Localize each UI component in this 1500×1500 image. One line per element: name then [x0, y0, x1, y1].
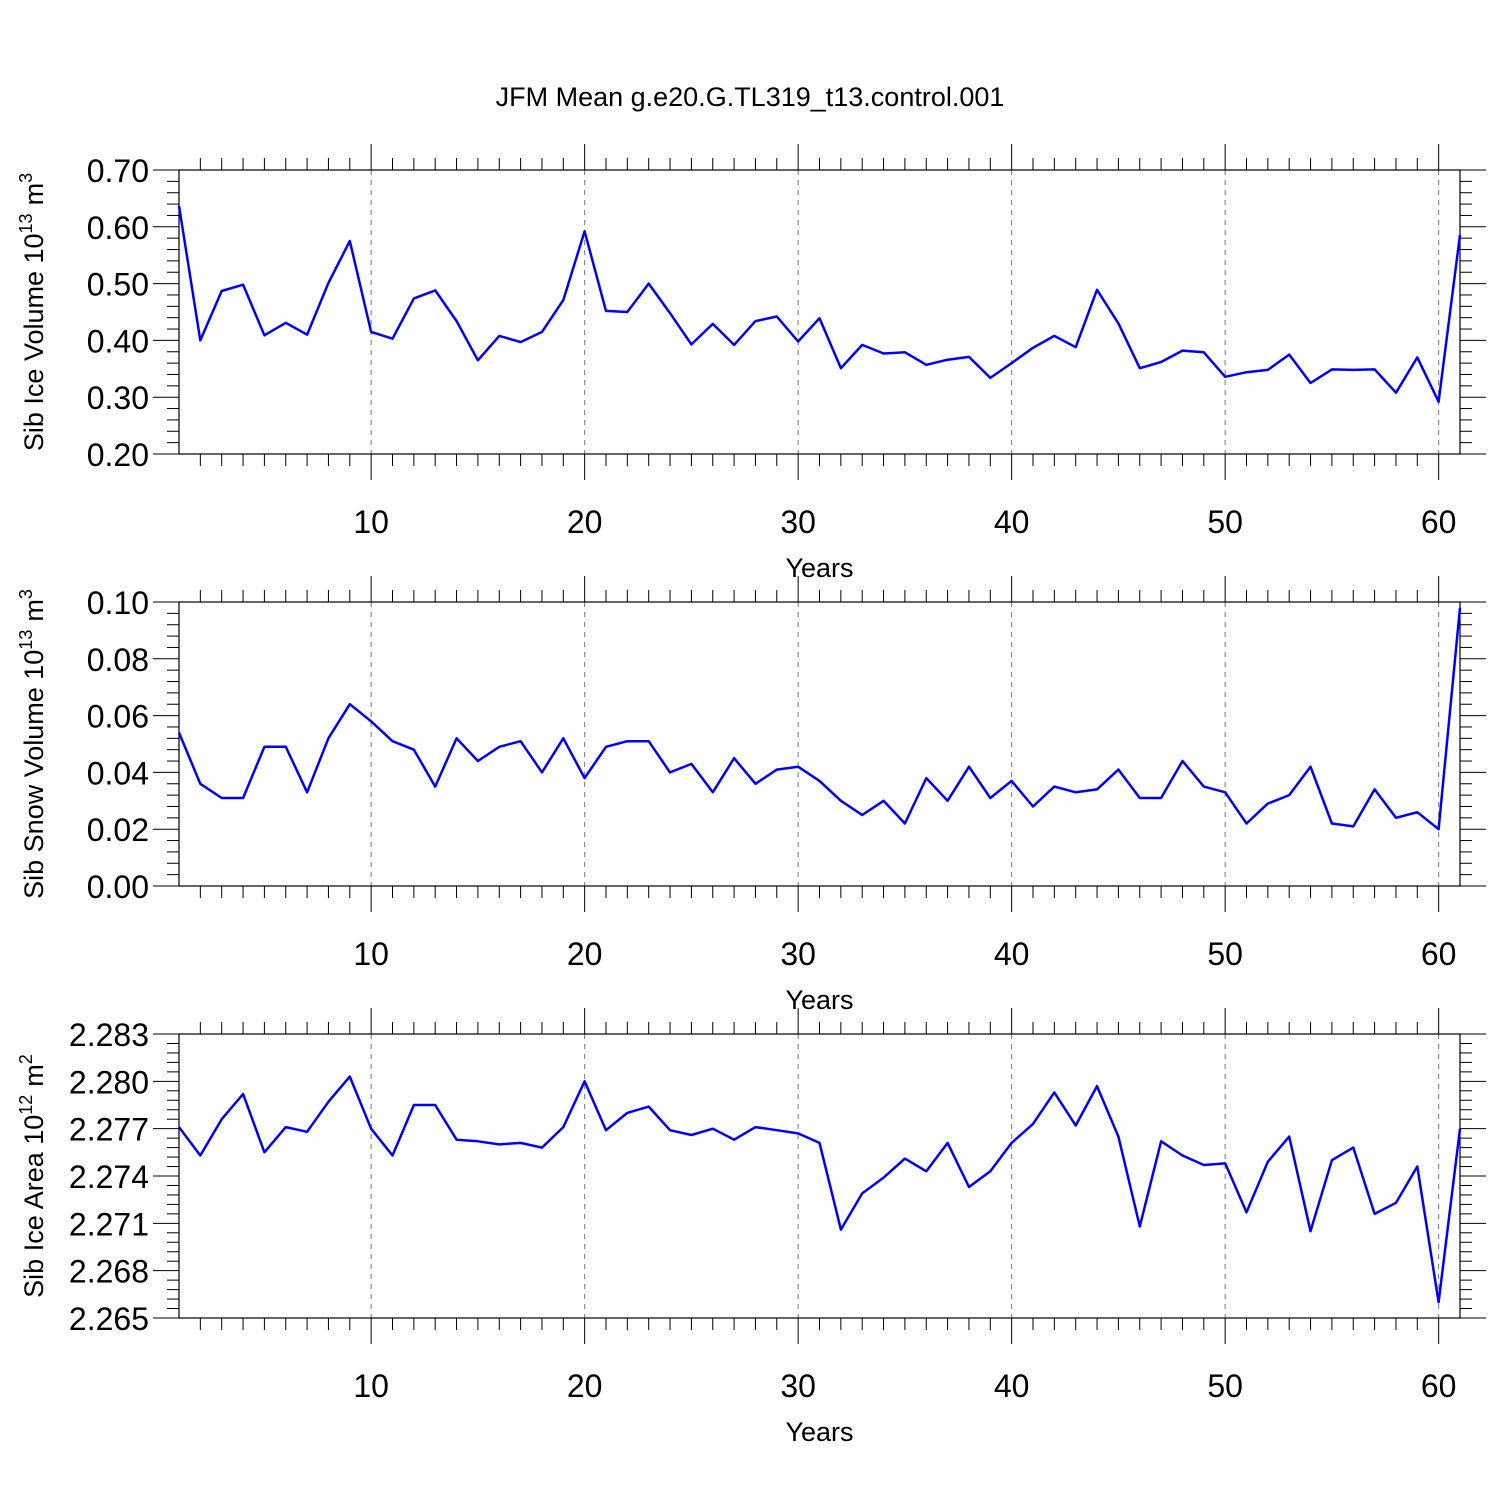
x-axis-title: Years: [785, 985, 853, 1015]
series-line: [177, 205, 1462, 403]
y-tick-label: 0.70: [87, 153, 149, 189]
plot-frame: [178, 601, 1461, 887]
y-axis-title-unit: m: [19, 599, 49, 622]
y-axis-title-unit-exponent: 2: [16, 1054, 36, 1064]
figure-title: JFM Mean g.e20.G.TL319_t13.control.001: [496, 82, 1005, 112]
y-tick-label: 0.06: [87, 699, 149, 735]
x-tick-label: 20: [567, 1368, 603, 1404]
series-line: [177, 607, 1462, 831]
y-tick-label: 2.271: [69, 1206, 149, 1242]
x-tick-label: 50: [1207, 1368, 1243, 1404]
series-line: [177, 1075, 1462, 1304]
x-tick-label: 20: [567, 936, 603, 972]
y-axis-title: Sib Ice Area 1012 m2: [16, 1054, 49, 1298]
y-tick-label: 0.20: [87, 437, 149, 473]
y-tick-label: 2.265: [69, 1301, 149, 1337]
x-axis-title: Years: [785, 553, 853, 583]
y-tick-label: 0.04: [87, 755, 149, 791]
y-tick-label: 2.268: [69, 1254, 149, 1290]
x-tick-label: 50: [1207, 504, 1243, 540]
y-tick-label: 2.283: [69, 1017, 149, 1053]
x-tick-label: 10: [353, 1368, 389, 1404]
x-tick-label: 10: [353, 504, 389, 540]
x-tick-label: 40: [994, 1368, 1030, 1404]
y-tick-label: 0.02: [87, 812, 149, 848]
y-tick-label: 0.40: [87, 323, 149, 359]
x-tick-label: 60: [1421, 936, 1457, 972]
x-tick-label: 60: [1421, 1368, 1457, 1404]
y-axis-title: Sib Snow Volume 1013 m3: [16, 589, 49, 899]
y-tick-label: 0.00: [87, 869, 149, 905]
y-axis-title-text: Sib Ice Area 10: [19, 1115, 49, 1298]
chart-panel-3: 10 20 30 40 50 60 2.265 2.268 2.271 2.274 2.277 2.2…: [16, 1008, 1486, 1447]
y-tick-label: 2.274: [69, 1159, 149, 1195]
chart-panel-1: 10 20 30 40 50 60 0.20 0.30 0.40 0.50 0.60 0.70 Year…: [16, 144, 1486, 583]
y-tick-label: 0.30: [87, 380, 149, 416]
y-axis-title-text: Sib Ice Volume 10: [19, 233, 49, 451]
y-tick-label: 0.60: [87, 210, 149, 246]
y-axis-title-unit-exponent: 3: [16, 589, 36, 599]
chart-panel-2: 10 20 30 40 50 60 0.00 0.02 0.04 0.06 0.08 0.10 Year…: [16, 576, 1486, 1015]
y-axis-title-unit: m: [19, 183, 49, 206]
x-axis-title: Years: [785, 1417, 853, 1447]
x-tick-label: 60: [1421, 504, 1457, 540]
y-axis-title-exponent: 12: [16, 1095, 36, 1115]
x-tick-label: 20: [567, 504, 603, 540]
y-tick-label: 2.277: [69, 1112, 149, 1148]
x-tick-label: 40: [994, 504, 1030, 540]
y-tick-label: 2.280: [69, 1064, 149, 1100]
x-tick-label: 30: [780, 936, 816, 972]
y-axis-title-unit: m: [19, 1064, 49, 1087]
x-tick-label: 50: [1207, 936, 1243, 972]
x-tick-label: 40: [994, 936, 1030, 972]
y-tick-label: 0.08: [87, 642, 149, 678]
y-tick-label: 0.10: [87, 585, 149, 621]
plot-frame: [178, 169, 1461, 455]
x-tick-label: 30: [780, 1368, 816, 1404]
y-axis-title-unit-exponent: 3: [16, 173, 36, 183]
y-tick-label: 0.50: [87, 267, 149, 303]
plot-frame: [178, 1033, 1461, 1319]
y-axis-title-text: Sib Snow Volume 10: [19, 650, 49, 899]
y-axis-title: Sib Ice Volume 1013 m3: [16, 173, 49, 451]
x-tick-label: 30: [780, 504, 816, 540]
y-axis-title-exponent: 13: [16, 630, 36, 650]
y-axis-title-exponent: 13: [16, 213, 36, 233]
x-tick-label: 10: [353, 936, 389, 972]
